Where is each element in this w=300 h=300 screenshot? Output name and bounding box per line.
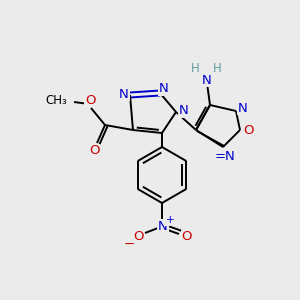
Text: N: N: [179, 104, 189, 118]
Text: N: N: [202, 74, 212, 86]
Text: +: +: [166, 215, 174, 225]
Text: O: O: [89, 145, 99, 158]
Text: N: N: [238, 101, 248, 115]
Text: O: O: [243, 124, 253, 136]
Text: H: H: [213, 62, 221, 76]
Text: O: O: [182, 230, 192, 244]
Text: =N: =N: [214, 149, 236, 163]
Text: N: N: [158, 220, 168, 232]
Text: N: N: [159, 82, 169, 95]
Text: O: O: [133, 230, 143, 244]
Text: CH₃: CH₃: [45, 94, 67, 107]
Text: N: N: [119, 88, 129, 100]
Text: O: O: [85, 94, 95, 106]
Text: −: −: [123, 238, 135, 250]
Text: H: H: [190, 62, 200, 76]
